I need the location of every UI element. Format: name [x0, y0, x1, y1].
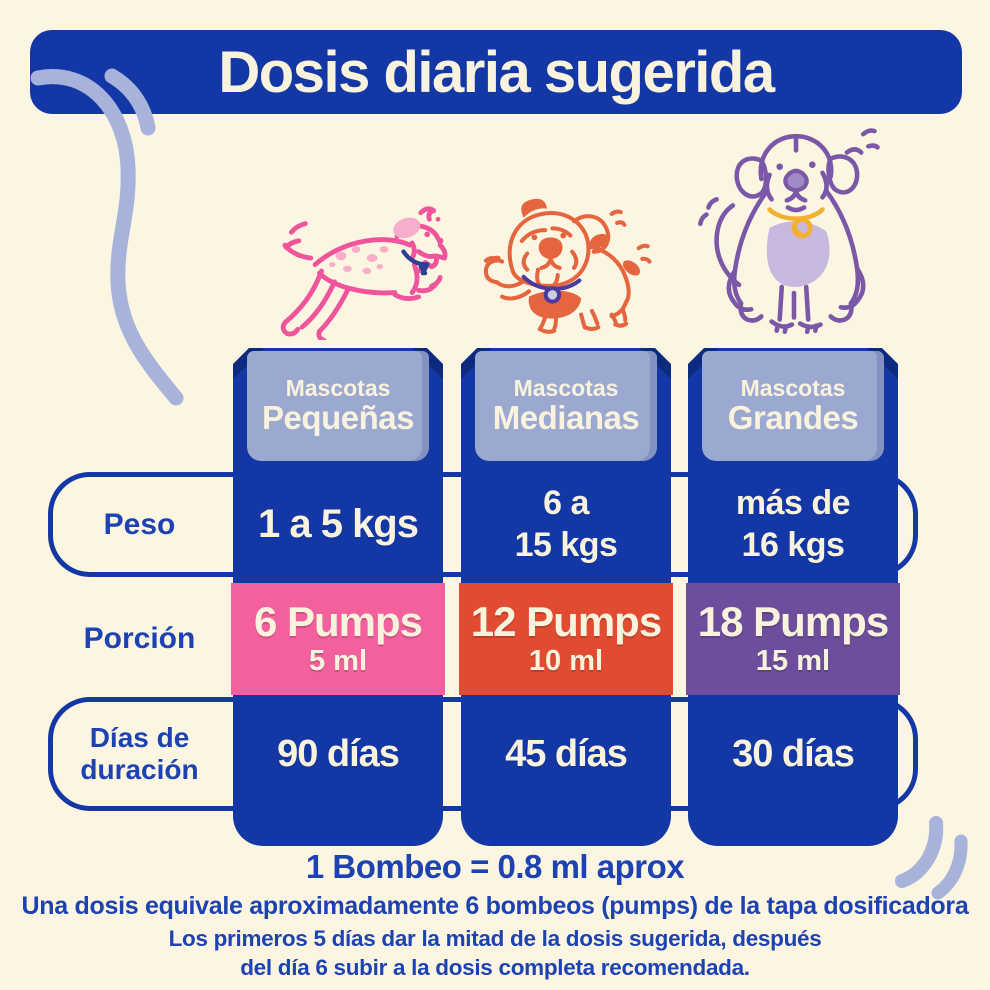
large-dog-illustration	[698, 128, 880, 334]
footer-line3-text: Los primeros 5 días dar la mitad de la d…	[168, 926, 822, 951]
column-header-pequenas: Mascotas Pequeñas	[247, 351, 429, 461]
footer-dose-note: Una dosis equivale aproximadamente 6 bom…	[0, 892, 990, 921]
category-label-size: Pequeñas	[262, 398, 414, 436]
duracion-label-line2: duración	[80, 754, 199, 785]
category-label-small: Mascotas	[740, 374, 846, 401]
footer-instruction-1: Los primeros 5 días dar la mitad de la d…	[0, 926, 990, 952]
porcion-label: Porción	[83, 622, 196, 655]
row-label-duracion: Días de duración	[48, 697, 231, 811]
pumps-value: 6 Pumps	[253, 597, 423, 645]
pumps-value: 18 Pumps	[697, 597, 889, 645]
footer-line1-text: 1 Bombeo = 0.8 ml aprox	[305, 848, 685, 885]
weight-value: 6 a	[543, 483, 589, 522]
footer-instruction-2: del día 6 subir a la dosis completa reco…	[0, 955, 990, 981]
portion-band-small: 6 Pumps 5 ml	[231, 583, 445, 695]
category-label-size: Grandes	[727, 398, 859, 436]
days-value: 30 días	[732, 732, 855, 775]
small-dog-illustration	[280, 206, 448, 340]
column-header-medianas: Mascotas Medianas	[475, 351, 657, 461]
category-label-small: Mascotas	[513, 374, 619, 401]
weight-value: 1 a 5 kgs	[257, 502, 419, 546]
ml-value: 15 ml	[755, 644, 831, 677]
weight-cell-large: más de 16 kgs	[688, 468, 898, 580]
footer-line4-text: del día 6 subir a la dosis completa reco…	[240, 955, 750, 980]
weight-value: más de	[735, 483, 851, 522]
weight-value-line2: 15 kgs	[514, 526, 618, 564]
ml-value: 10 ml	[528, 644, 604, 677]
page-title: Dosis diaria sugerida	[218, 39, 775, 105]
weight-cell-small: 1 a 5 kgs	[233, 472, 443, 577]
weight-value-line2: 16 kgs	[741, 526, 845, 564]
column-header-grandes: Mascotas Grandes	[702, 351, 884, 461]
header-bar: Dosis diaria sugerida	[30, 30, 962, 114]
pumps-value: 12 Pumps	[470, 597, 662, 645]
days-value: 90 días	[277, 732, 400, 775]
medium-dog-illustration	[483, 198, 652, 334]
days-cell-medium: 45 días	[461, 697, 671, 811]
days-cell-large: 30 días	[688, 697, 898, 811]
row-label-porcion: Porción	[48, 583, 231, 695]
portion-band-medium: 12 Pumps 10 ml	[459, 583, 673, 695]
row-label-peso: Peso	[48, 472, 231, 577]
days-cell-small: 90 días	[233, 697, 443, 811]
ml-value: 5 ml	[308, 644, 368, 677]
footer-line2-text: Una dosis equivale aproximadamente 6 bom…	[21, 892, 969, 920]
duracion-label-line1: Días de	[89, 721, 190, 753]
category-label-small: Mascotas	[285, 374, 391, 401]
peso-label: Peso	[103, 507, 176, 541]
weight-cell-medium: 6 a 15 kgs	[461, 468, 671, 580]
footer-equivalence: 1 Bombeo = 0.8 ml aprox	[0, 848, 990, 886]
portion-band-large: 18 Pumps 15 ml	[686, 583, 900, 695]
category-label-size: Medianas	[492, 398, 640, 436]
days-value: 45 días	[505, 732, 628, 775]
